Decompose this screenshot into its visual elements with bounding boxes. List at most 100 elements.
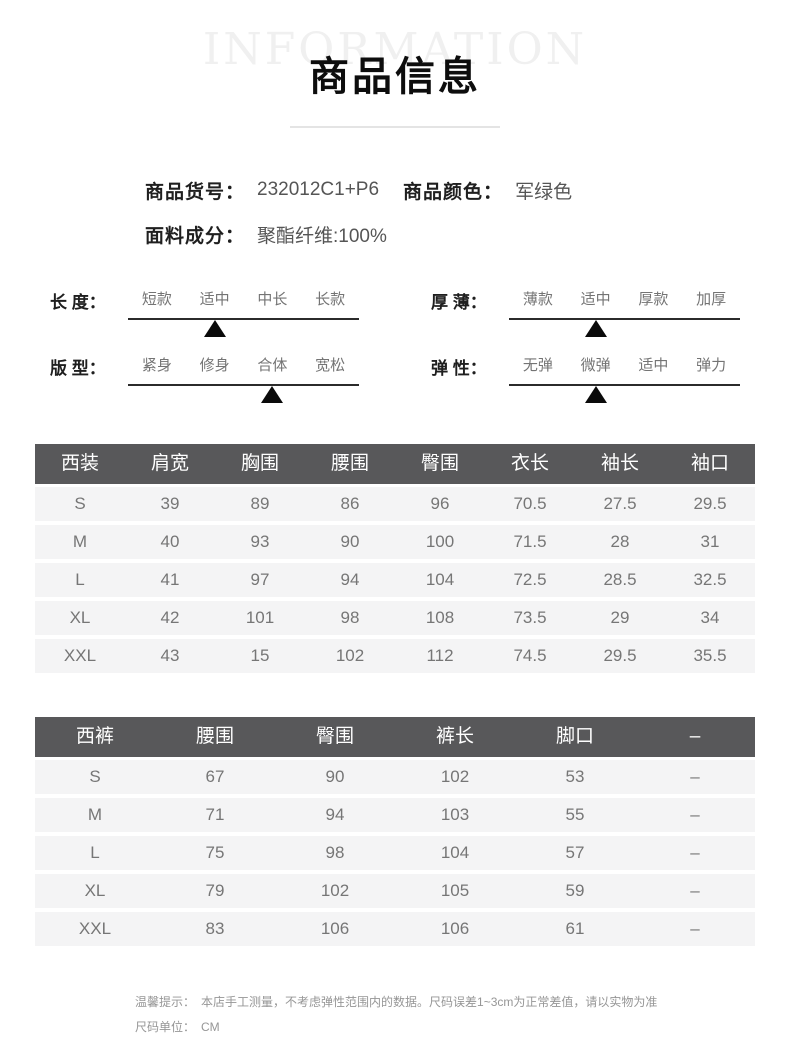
size-label-cell: XXL <box>78 919 112 938</box>
size-unit-line: 尺码单位： CM <box>135 1015 790 1040</box>
suit-size-table: 西装 肩宽 胸围 腰围 臀围 衣长 袖长 袖口 S 39 89 86 96 70.5 27.5 29.5 M 40… <box>35 444 755 673</box>
elasticity-slider-track: 无弹 微弹 适中 弹力 <box>509 350 740 403</box>
color-label: 商品颜色： <box>403 181 504 203</box>
measurement-cell: – <box>690 881 700 900</box>
fit-slider-track: 紧身 修身 合体 宽松 <box>128 350 359 403</box>
measurement-cell: 35.5 <box>693 646 727 665</box>
measurement-cell: 102 <box>335 646 365 665</box>
size-label-cell: L <box>90 843 100 862</box>
measurement-cell: 104 <box>425 570 455 589</box>
measurement-cell: 32.5 <box>693 570 727 589</box>
measurement-cell: 98 <box>340 608 360 627</box>
product-info-row: 面料成分： 聚酯纤维:100% <box>145 212 790 256</box>
measurement-cell: 94 <box>340 570 360 589</box>
fit-slider-label: 版 型： <box>50 359 106 378</box>
disclaimer-section: 温馨提示： 本店手工测量，不考虑弹性范围内的数据。尺码误差1~3cm为正常差值，请… <box>135 990 790 1040</box>
pants-size-table: 西裤 腰围 臀围 裤长 脚口 – S 67 90 102 53 – M 71 94 103 55 – L 75 98 10… <box>35 717 755 946</box>
size-label-cell: XL <box>84 881 106 900</box>
measurement-cell: 97 <box>250 570 270 589</box>
table-row: L 41 97 94 104 72.5 28.5 32.5 <box>35 563 755 597</box>
slider-option: 弹力 <box>696 357 727 374</box>
product-info-row: 商品货号： 232012C1+P6 商品颜色： 军绿色 <box>145 168 790 212</box>
measurement-cell: 104 <box>440 843 470 862</box>
header-cell: 裤长 <box>435 726 474 747</box>
slider-marker-triangle-icon <box>584 386 607 403</box>
measurement-cell: 27.5 <box>603 494 637 513</box>
size-label-cell: L <box>75 570 85 589</box>
measurement-cell: 90 <box>340 532 360 551</box>
measurement-cell: 34 <box>700 608 720 627</box>
page-title: 商品信息 <box>309 53 481 100</box>
fabric-label: 面料成分： <box>145 225 246 247</box>
header-cell: 肩宽 <box>150 453 189 474</box>
elasticity-slider: 弹 性： 无弹 微弹 适中 弹力 <box>431 350 740 404</box>
size-label-cell: S <box>74 494 86 513</box>
length-slider-label: 长 度： <box>50 293 106 312</box>
table-row: L 75 98 104 57 – <box>35 836 755 870</box>
measurement-cell: 61 <box>565 919 585 938</box>
size-label-cell: S <box>89 767 101 786</box>
measurement-cell: 55 <box>565 805 585 824</box>
measurement-cell: 40 <box>160 532 180 551</box>
measurement-cell: 101 <box>245 608 275 627</box>
measurement-cell: 71 <box>205 805 225 824</box>
measurement-cell: 59 <box>565 881 585 900</box>
measurement-cell: 42 <box>160 608 180 627</box>
slider-option: 修身 <box>199 357 230 374</box>
slider-option: 加厚 <box>696 291 727 308</box>
measurement-cell: 74.5 <box>513 646 547 665</box>
information-watermark: INFORMATION <box>202 24 588 75</box>
item-number-value: 232012C1+P6 <box>257 179 380 200</box>
measurement-cell: 83 <box>205 919 225 938</box>
measurement-cell: 15 <box>250 646 270 665</box>
unit-label: 尺码单位： <box>135 1020 196 1034</box>
measurement-cell: 89 <box>250 494 270 513</box>
measurement-cell: 100 <box>425 532 455 551</box>
fit-slider: 版 型： 紧身 修身 合体 宽松 <box>50 350 359 404</box>
slider-marker-triangle-icon <box>203 320 226 337</box>
size-label-cell: M <box>72 532 88 551</box>
table-header-row: 西装 肩宽 胸围 腰围 臀围 衣长 袖长 袖口 <box>35 444 755 484</box>
product-info-section: 商品货号： 232012C1+P6 商品颜色： 军绿色 面料成分： 聚酯纤维:1… <box>145 168 790 256</box>
header-cell: 臀围 <box>315 726 354 747</box>
measurement-cell: 106 <box>320 919 350 938</box>
table-header-row: 西裤 腰围 臀围 裤长 脚口 – <box>35 717 755 757</box>
header-cell: 脚口 <box>555 726 594 747</box>
measurement-cell: – <box>690 805 700 824</box>
measurement-cell: 79 <box>205 881 225 900</box>
header-cell: 西装 <box>60 453 99 474</box>
measurement-cell: 102 <box>440 767 470 786</box>
header-cell: 衣长 <box>510 453 549 474</box>
elasticity-slider-label: 弹 性： <box>431 359 487 378</box>
slider-option: 合体 <box>257 357 288 374</box>
measurement-cell: 108 <box>425 608 455 627</box>
slider-option: 中长 <box>257 291 288 308</box>
size-label-cell: XXL <box>63 646 97 665</box>
slider-option: 薄款 <box>522 291 553 308</box>
thickness-slider-track: 薄款 适中 厚款 加厚 <box>509 284 740 337</box>
item-number-label: 商品货号： <box>145 181 246 203</box>
unit-text: CM <box>201 1020 220 1034</box>
measurement-cell: 94 <box>325 805 345 824</box>
header-cell: 袖口 <box>690 453 729 474</box>
header-cell: 臀围 <box>420 453 459 474</box>
measurement-cell: 106 <box>440 919 470 938</box>
measurement-cell: 75 <box>205 843 225 862</box>
table-row: XL 79 102 105 59 – <box>35 874 755 908</box>
slider-marker-triangle-icon <box>584 320 607 337</box>
measurement-cell: 102 <box>320 881 350 900</box>
header-cell: – <box>689 726 701 747</box>
table-row: XXL 43 15 102 112 74.5 29.5 35.5 <box>35 639 755 673</box>
table-row: XXL 83 106 106 61 – <box>35 912 755 946</box>
measurement-cell: 98 <box>325 843 345 862</box>
table-row: M 40 93 90 100 71.5 28 31 <box>35 525 755 559</box>
measurement-cell: 41 <box>160 570 180 589</box>
length-slider-track: 短款 适中 中长 长款 <box>128 284 359 337</box>
measurement-cell: 29.5 <box>603 646 637 665</box>
slider-option: 无弹 <box>522 357 553 374</box>
measurement-cell: 28.5 <box>603 570 637 589</box>
measurement-cell: 29 <box>610 608 630 627</box>
measurement-cell: 67 <box>205 767 225 786</box>
table-row: S 67 90 102 53 – <box>35 760 755 794</box>
size-label-cell: M <box>87 805 103 824</box>
